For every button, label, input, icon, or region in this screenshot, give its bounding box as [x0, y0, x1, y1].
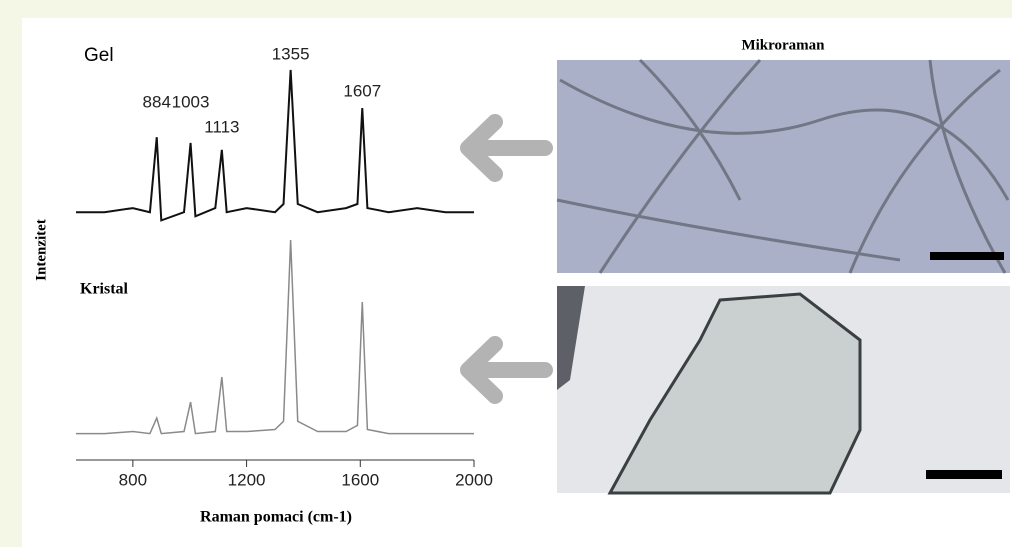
- peak-label: 1113: [204, 117, 239, 136]
- series-label: Gel: [84, 45, 114, 66]
- series-label: Kristal: [80, 281, 129, 298]
- x-label: Raman pomaci (cm-1): [200, 509, 352, 526]
- x-tick-label: 1200: [228, 470, 266, 489]
- image-title: Mikroraman: [741, 37, 825, 53]
- figure: Mikroraman Intenzitet Raman pomaci (cm-1…: [0, 0, 1012, 547]
- micrograph: [557, 286, 1010, 493]
- y-label: Intenzitet: [33, 219, 49, 281]
- x-tick-label: 2000: [455, 470, 493, 489]
- peak-label: 1355: [272, 44, 310, 63]
- peak-label: 1003: [172, 92, 210, 111]
- peak-label: 884: [143, 92, 171, 111]
- x-tick-label: 1600: [341, 470, 379, 489]
- peak-label: 1607: [343, 81, 381, 100]
- x-tick-label: 800: [119, 470, 147, 489]
- micrograph: [557, 60, 1010, 273]
